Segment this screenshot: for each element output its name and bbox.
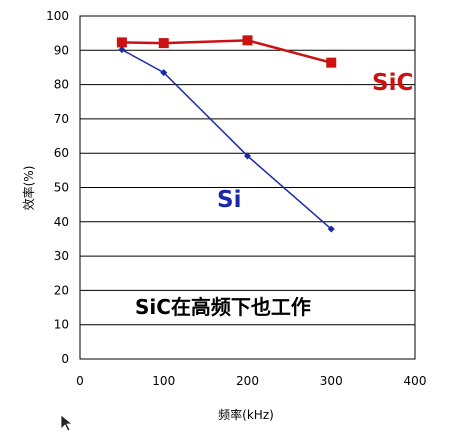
y-axis-label: 效率(%) xyxy=(21,166,36,211)
point-sic-50 xyxy=(116,37,127,48)
chart-annotation: SiC在高频下也工作 xyxy=(135,295,311,319)
y-tick-100: 100 xyxy=(46,9,69,23)
y-tick-70: 70 xyxy=(54,112,69,126)
point-sic-200 xyxy=(242,35,253,46)
point-si-50 xyxy=(118,46,126,54)
y-tick-40: 40 xyxy=(54,215,69,229)
point-si-300 xyxy=(327,225,335,233)
mouse-cursor-icon xyxy=(60,414,74,432)
x-axis-label: 频率(kHz) xyxy=(218,407,274,422)
x-tick-0: 0 xyxy=(76,374,84,388)
point-sic-300 xyxy=(326,57,337,68)
y-tick-80: 80 xyxy=(54,78,69,92)
plot-frame xyxy=(79,15,416,360)
series-label-si: Si xyxy=(217,187,241,213)
y-tick-90: 90 xyxy=(54,43,69,57)
x-tick-200: 200 xyxy=(236,374,259,388)
point-si-100 xyxy=(160,69,168,77)
x-tick-400: 400 xyxy=(404,374,427,388)
series-label-sic: SiC xyxy=(372,70,413,96)
x-tick-300: 300 xyxy=(320,374,343,388)
x-tick-labels: 0 100 200 300 400 xyxy=(76,374,426,388)
y-tick-60: 60 xyxy=(54,146,69,160)
y-tick-30: 30 xyxy=(54,249,69,263)
y-tick-50: 50 xyxy=(54,181,69,195)
series-group xyxy=(116,35,337,233)
x-tick-100: 100 xyxy=(152,374,175,388)
point-si-200 xyxy=(244,152,251,160)
y-tick-10: 10 xyxy=(54,318,69,332)
y-tick-labels: 0 10 20 30 40 50 60 70 80 90 100 xyxy=(46,9,69,366)
y-tick-0: 0 xyxy=(61,352,69,366)
grid-lines xyxy=(79,15,416,360)
y-tick-20: 20 xyxy=(54,283,69,297)
series-line-si xyxy=(121,48,332,230)
point-sic-100 xyxy=(158,38,169,49)
series-line-sic xyxy=(121,39,332,64)
